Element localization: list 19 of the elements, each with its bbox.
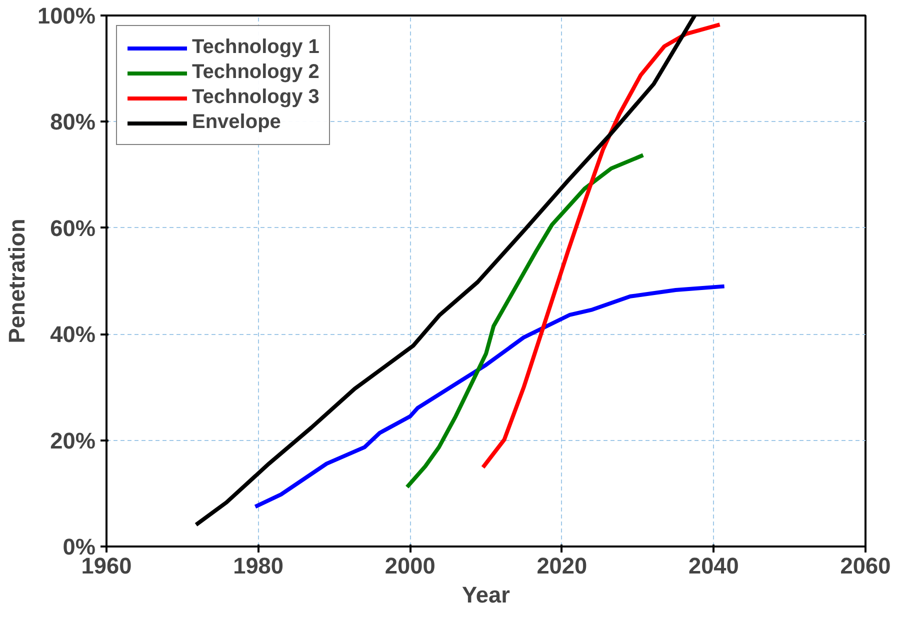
x-axis-title: Year [462,582,510,608]
x-tick-label: 2060 [840,552,891,578]
x-tick-label: 1980 [233,552,284,578]
legend-label: Technology 3 [192,86,320,109]
legend-label: Envelope [192,111,281,134]
line-series [405,153,646,490]
line-series [480,22,722,470]
x-tick-label: 2000 [384,552,436,578]
legend-label: Technology 1 [192,36,320,59]
y-axis-title: Penetration [4,218,30,344]
y-tick-label: 20% [50,427,96,454]
y-tick-label: 40% [50,321,96,348]
y-tick-label: 80% [50,108,96,135]
y-tick-label: 60% [50,214,96,241]
legend-label: Technology 2 [192,61,320,84]
line-series [253,284,726,509]
x-tick-label: 2020 [536,552,588,578]
x-tick-label: 2040 [688,552,739,578]
y-tick-label: 100% [38,2,96,28]
